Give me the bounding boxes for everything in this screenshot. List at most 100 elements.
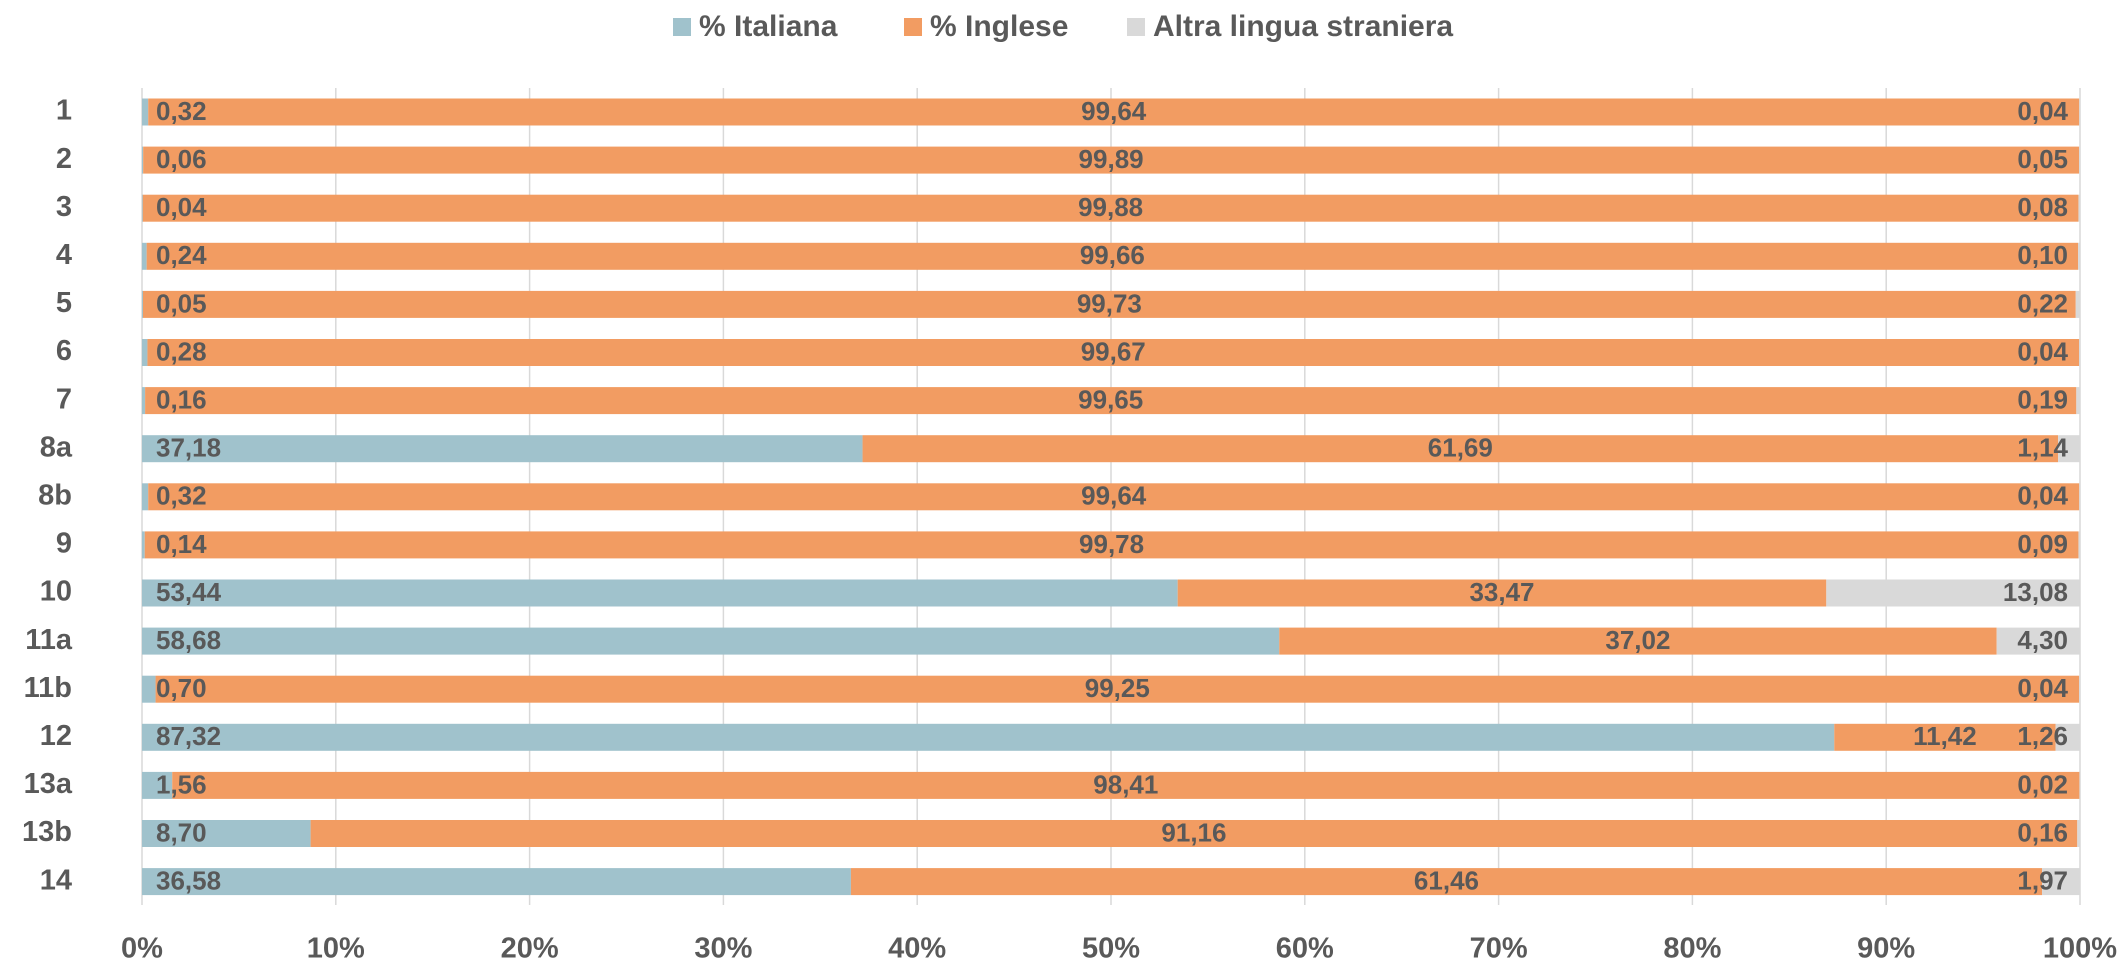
legend-swatch: [673, 18, 691, 36]
y-tick-label: 13a: [24, 768, 73, 800]
data-label: 0,19: [2017, 384, 2068, 414]
bar-segment: [142, 531, 145, 559]
bar-segment: [2042, 868, 2081, 896]
x-tick-label: 0%: [121, 933, 163, 965]
data-label: 0,04: [2017, 336, 2068, 366]
data-label: 61,46: [1414, 865, 1479, 895]
data-label: 0,10: [2017, 240, 2068, 270]
bar-segment: [2079, 98, 2080, 126]
bar-segment: [142, 290, 2076, 318]
bar-segment: [145, 387, 2077, 415]
x-tick-label: 20%: [501, 933, 559, 965]
data-label: 0,04: [2017, 481, 2068, 511]
data-label: 0,14: [156, 529, 207, 559]
data-label: 4,30: [2017, 625, 2068, 655]
data-label: 0,04: [2017, 673, 2068, 703]
bar-segment: [142, 435, 863, 463]
data-label: 33,47: [1469, 577, 1534, 607]
data-label: 0,05: [2017, 144, 2068, 174]
bar-segment: [2078, 242, 2080, 270]
data-label: 0,05: [156, 288, 207, 318]
bar-segment: [2078, 194, 2080, 222]
bar-segment: [1826, 579, 2080, 607]
data-label: 0,16: [156, 384, 207, 414]
legend-swatch: [904, 18, 922, 36]
data-label: 0,32: [156, 96, 207, 126]
bar-segment: [1279, 627, 1997, 655]
x-tick-label: 80%: [1663, 933, 1721, 965]
bar-segment: [142, 723, 1835, 751]
bar-segment: [2075, 290, 2080, 318]
bar-segment: [142, 242, 147, 270]
bar-segment: [142, 387, 146, 415]
data-label: 0,04: [2017, 96, 2068, 126]
data-label: 99,73: [1077, 288, 1142, 318]
y-tick-label: 11b: [24, 672, 72, 704]
y-tick-label: 13b: [22, 816, 72, 848]
data-label: 53,44: [156, 577, 222, 607]
data-label: 91,16: [1161, 817, 1226, 847]
y-tick-label: 8a: [40, 431, 73, 463]
data-label: 99,88: [1078, 192, 1143, 222]
y-tick-label: 1: [56, 95, 72, 127]
data-label: 8,70: [156, 817, 207, 847]
bar-segment: [850, 868, 2043, 896]
bar-segment: [862, 435, 2059, 463]
legend-label: Altra lingua straniera: [1153, 10, 1453, 43]
bar-segment: [146, 242, 2079, 270]
bar-segment: [2077, 820, 2081, 847]
bar-segment: [142, 290, 143, 318]
data-label: 0,02: [2017, 769, 2068, 799]
x-tick-label: 30%: [694, 933, 752, 965]
data-label: 0,16: [2017, 817, 2068, 847]
data-label: 1,97: [2017, 865, 2068, 895]
data-label: 1,56: [156, 769, 207, 799]
data-label: 1,14: [2017, 433, 2068, 463]
data-label: 0,22: [2017, 288, 2068, 318]
legend-label: % Italiana: [699, 10, 838, 43]
data-label: 98,41: [1093, 769, 1158, 799]
data-label: 13,08: [2003, 577, 2068, 607]
x-tick-label: 10%: [307, 933, 365, 965]
data-label: 61,69: [1428, 433, 1493, 463]
data-label: 99,64: [1081, 481, 1147, 511]
bar-segment: [142, 146, 144, 174]
data-label: 99,66: [1080, 240, 1145, 270]
bar-segment: [142, 483, 149, 511]
bar-segment: [1996, 627, 2080, 655]
bar-segment: [2079, 339, 2080, 366]
legend-swatch: [1127, 18, 1145, 36]
data-label: 0,70: [156, 673, 207, 703]
y-tick-label: 10: [40, 576, 72, 608]
data-label: 0,04: [156, 192, 207, 222]
x-tick-label: 40%: [888, 933, 946, 965]
data-label: 0,08: [2017, 192, 2068, 222]
y-tick-label: 9: [56, 528, 72, 560]
bar-segment: [148, 98, 2080, 126]
y-tick-label: 8b: [38, 479, 72, 511]
bar-segment: [172, 771, 2080, 799]
bar-segment: [2079, 675, 2080, 703]
data-label: 99,25: [1085, 673, 1150, 703]
bar-segment: [2055, 723, 2080, 751]
y-tick-label: 11a: [25, 624, 73, 656]
data-label: 87,32: [156, 721, 221, 751]
data-label: 0,28: [156, 336, 207, 366]
y-tick-label: 14: [40, 864, 72, 896]
y-tick-label: 3: [56, 191, 72, 223]
bar-segment: [2078, 531, 2081, 559]
bar-segment: [310, 820, 2078, 847]
bar-segment: [155, 675, 2080, 703]
bar-segment: [2079, 483, 2080, 511]
bar-segment: [142, 675, 156, 703]
bar-segment: [142, 627, 1280, 655]
data-label: 36,58: [156, 865, 221, 895]
data-label: 0,06: [156, 144, 207, 174]
data-label: 99,89: [1079, 144, 1144, 174]
data-label: 99,67: [1081, 336, 1146, 366]
bar-segment: [143, 146, 2080, 174]
y-tick-label: 2: [56, 143, 72, 175]
bar-segment: [1177, 579, 1827, 607]
bar-segment: [2058, 435, 2081, 463]
